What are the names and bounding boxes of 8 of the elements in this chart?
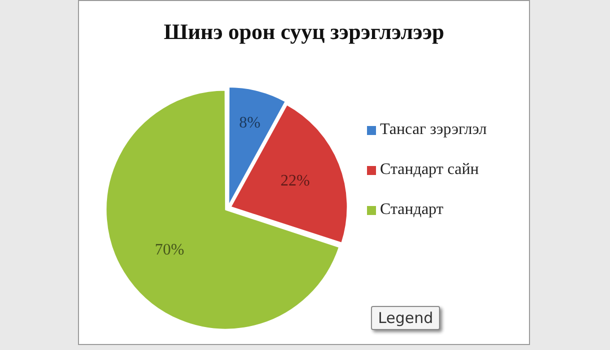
chart-title: Шинэ орон сууц зэрэглэлээр [162,19,446,45]
data-label: 70% [154,242,184,259]
legend-label: Стандарт [380,200,444,220]
data-label: 8% [239,114,260,132]
legend-label: Стандарт сайн [380,160,479,180]
legend-label: Тансаг зэрэглэл [380,120,487,140]
text: Legend [371,306,440,330]
data-label: 22% [280,172,310,190]
